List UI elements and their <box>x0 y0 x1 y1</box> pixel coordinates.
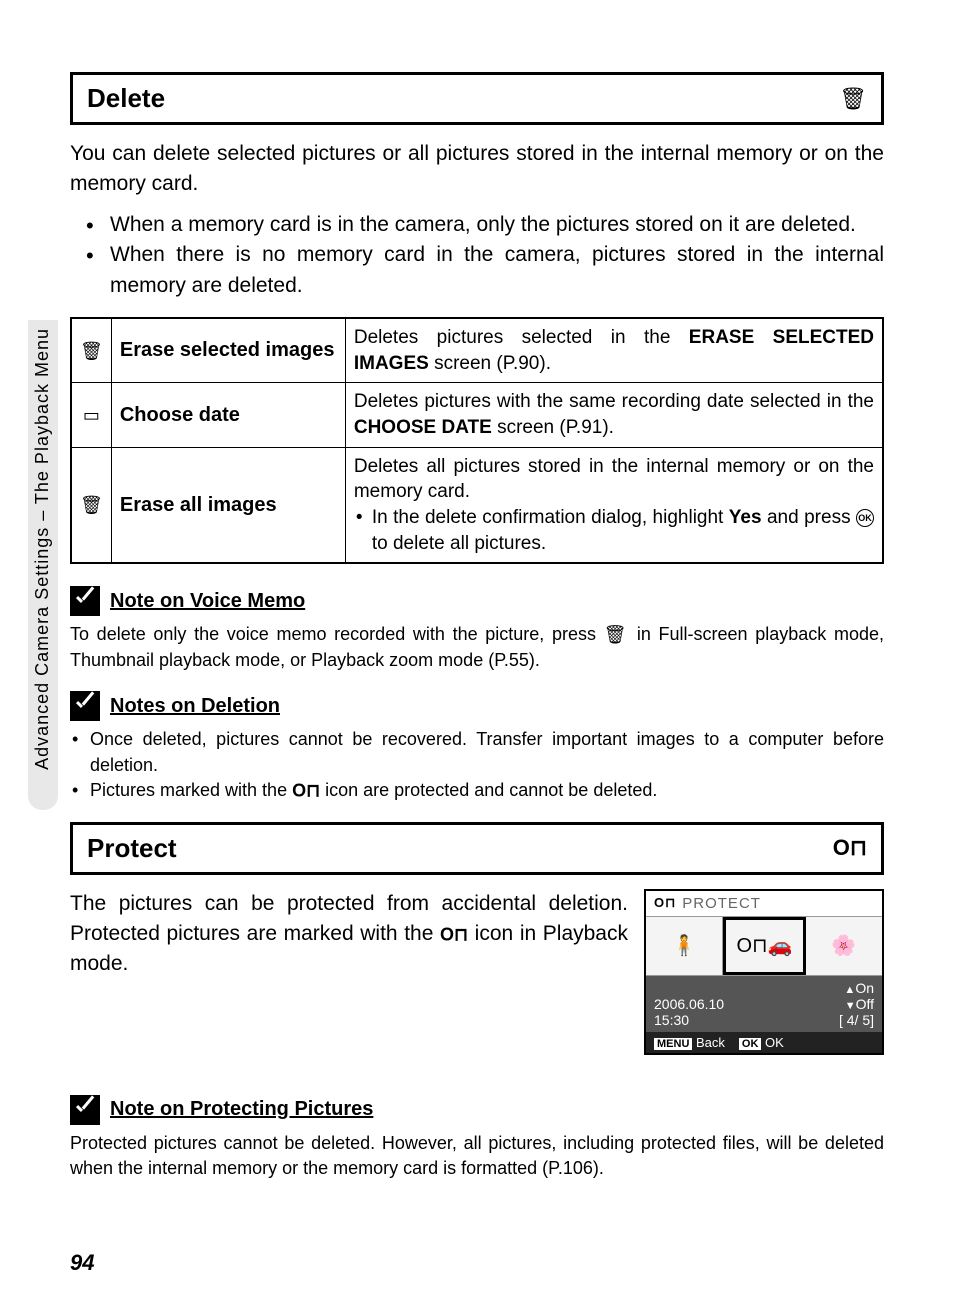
text-bold: CHOOSE DATE <box>354 417 492 438</box>
list-item: When a memory card is in the camera, onl… <box>70 210 884 240</box>
text: Deletes pictures with the same recording… <box>354 391 874 412</box>
notes-on-deletion: Notes on Deletion Once deleted, pictures… <box>70 691 884 803</box>
ok-button-label: OK <box>739 1038 762 1050</box>
text: and press <box>762 507 856 528</box>
ok-label: OK <box>765 1035 784 1050</box>
delete-options-table: 🗑 Erase selected images Deletes pictures… <box>70 317 884 564</box>
notes-deletion-title: Notes on Deletion <box>110 695 280 718</box>
note-protect-body: Protected pictures cannot be deleted. Ho… <box>70 1131 884 1181</box>
text: screen (P.90). <box>429 353 551 374</box>
check-icon <box>70 586 100 616</box>
thumbnail: 🧍 <box>646 917 723 975</box>
thumbnail-selected: O⊓🚗 <box>723 917 805 975</box>
erase-all-icon: 🗑 <box>71 447 111 563</box>
note-voice-memo: Note on Voice Memo To delete only the vo… <box>70 586 884 673</box>
note-protect-title: Note on Protecting Pictures <box>110 1098 373 1121</box>
text: screen (P.91). <box>492 417 614 438</box>
note-voice-body: To delete only the voice memo recorded w… <box>70 622 884 673</box>
text: Pictures marked with the <box>90 780 292 800</box>
on-label: On <box>855 980 874 996</box>
choose-date-label: Choose date <box>111 383 345 447</box>
check-icon <box>70 691 100 721</box>
menu-button-label: MENU <box>654 1038 692 1050</box>
trash-icon: 🗑 <box>604 625 630 645</box>
screen-counter: [ 4/ 5] <box>839 1012 874 1028</box>
delete-bullets: When a memory card is in the camera, onl… <box>70 210 884 301</box>
list-item: Pictures marked with the O⊓ icon are pro… <box>70 778 884 804</box>
list-item: Once deleted, pictures cannot be recover… <box>70 727 884 777</box>
screen-date: 2006.06.10 <box>654 996 724 1012</box>
protect-icon: O⊓ <box>654 895 676 911</box>
choose-date-desc: Deletes pictures with the same recording… <box>345 383 883 447</box>
protect-icon: O⊓ <box>292 780 320 800</box>
table-row: 🗑 Erase selected images Deletes pictures… <box>71 318 883 383</box>
text: In the delete confirmation dialog, highl… <box>372 507 729 528</box>
sub-bullet: In the delete confirmation dialog, highl… <box>354 505 874 556</box>
choose-date-icon: ▭ <box>71 383 111 447</box>
text: To delete only the voice memo recorded w… <box>70 624 604 644</box>
erase-selected-label: Erase selected images <box>111 318 345 383</box>
text-bold: Yes <box>729 507 762 528</box>
protect-description: The pictures can be protected from accid… <box>70 889 628 1055</box>
screen-title: PROTECT <box>682 895 761 912</box>
delete-title: Delete <box>87 83 165 114</box>
text: icon are protected and cannot be deleted… <box>320 780 657 800</box>
text: to delete all pictures. <box>372 533 546 554</box>
trash-icon: 🗑 <box>839 86 867 112</box>
protect-icon: O⊓ <box>440 924 468 944</box>
list-item: When there is no memory card in the came… <box>70 240 884 301</box>
off-label: Off <box>856 996 874 1012</box>
erase-selected-icon: 🗑 <box>71 318 111 383</box>
back-label: Back <box>696 1035 725 1050</box>
delete-intro: You can delete selected pictures or all … <box>70 139 884 200</box>
table-row: 🗑 Erase all images Deletes all pictures … <box>71 447 883 563</box>
sidebar-section-label: Advanced Camera Settings – The Playback … <box>32 328 53 770</box>
delete-section-header: Delete 🗑 <box>70 72 884 125</box>
table-row: ▭ Choose date Deletes pictures with the … <box>71 383 883 447</box>
page-number: 94 <box>70 1250 94 1276</box>
text: Deletes pictures selected in the <box>354 327 689 348</box>
text: Deletes all pictures stored in the inter… <box>354 454 874 505</box>
protect-section-header: Protect O⊓ <box>70 822 884 875</box>
screen-time: 15:30 <box>654 1012 689 1028</box>
ok-icon: OK <box>856 509 874 527</box>
note-protecting-pictures: Note on Protecting Pictures Protected pi… <box>70 1095 884 1181</box>
note-voice-title: Note on Voice Memo <box>110 590 305 613</box>
erase-all-desc: Deletes all pictures stored in the inter… <box>345 447 883 563</box>
screen-info: ▲On 2006.06.10 ▼Off 15:30 [ 4/ 5] <box>646 976 882 1032</box>
check-icon <box>70 1095 100 1125</box>
protect-lcd-screenshot: O⊓ PROTECT 🧍 O⊓🚗 🌸 ▲On 2006.06.10 ▼Off 1… <box>644 889 884 1055</box>
erase-all-label: Erase all images <box>111 447 345 563</box>
erase-selected-desc: Deletes pictures selected in the ERASE S… <box>345 318 883 383</box>
thumbnail: 🌸 <box>806 917 882 975</box>
protect-icon: O⊓ <box>833 835 867 861</box>
protect-title: Protect <box>87 833 177 864</box>
